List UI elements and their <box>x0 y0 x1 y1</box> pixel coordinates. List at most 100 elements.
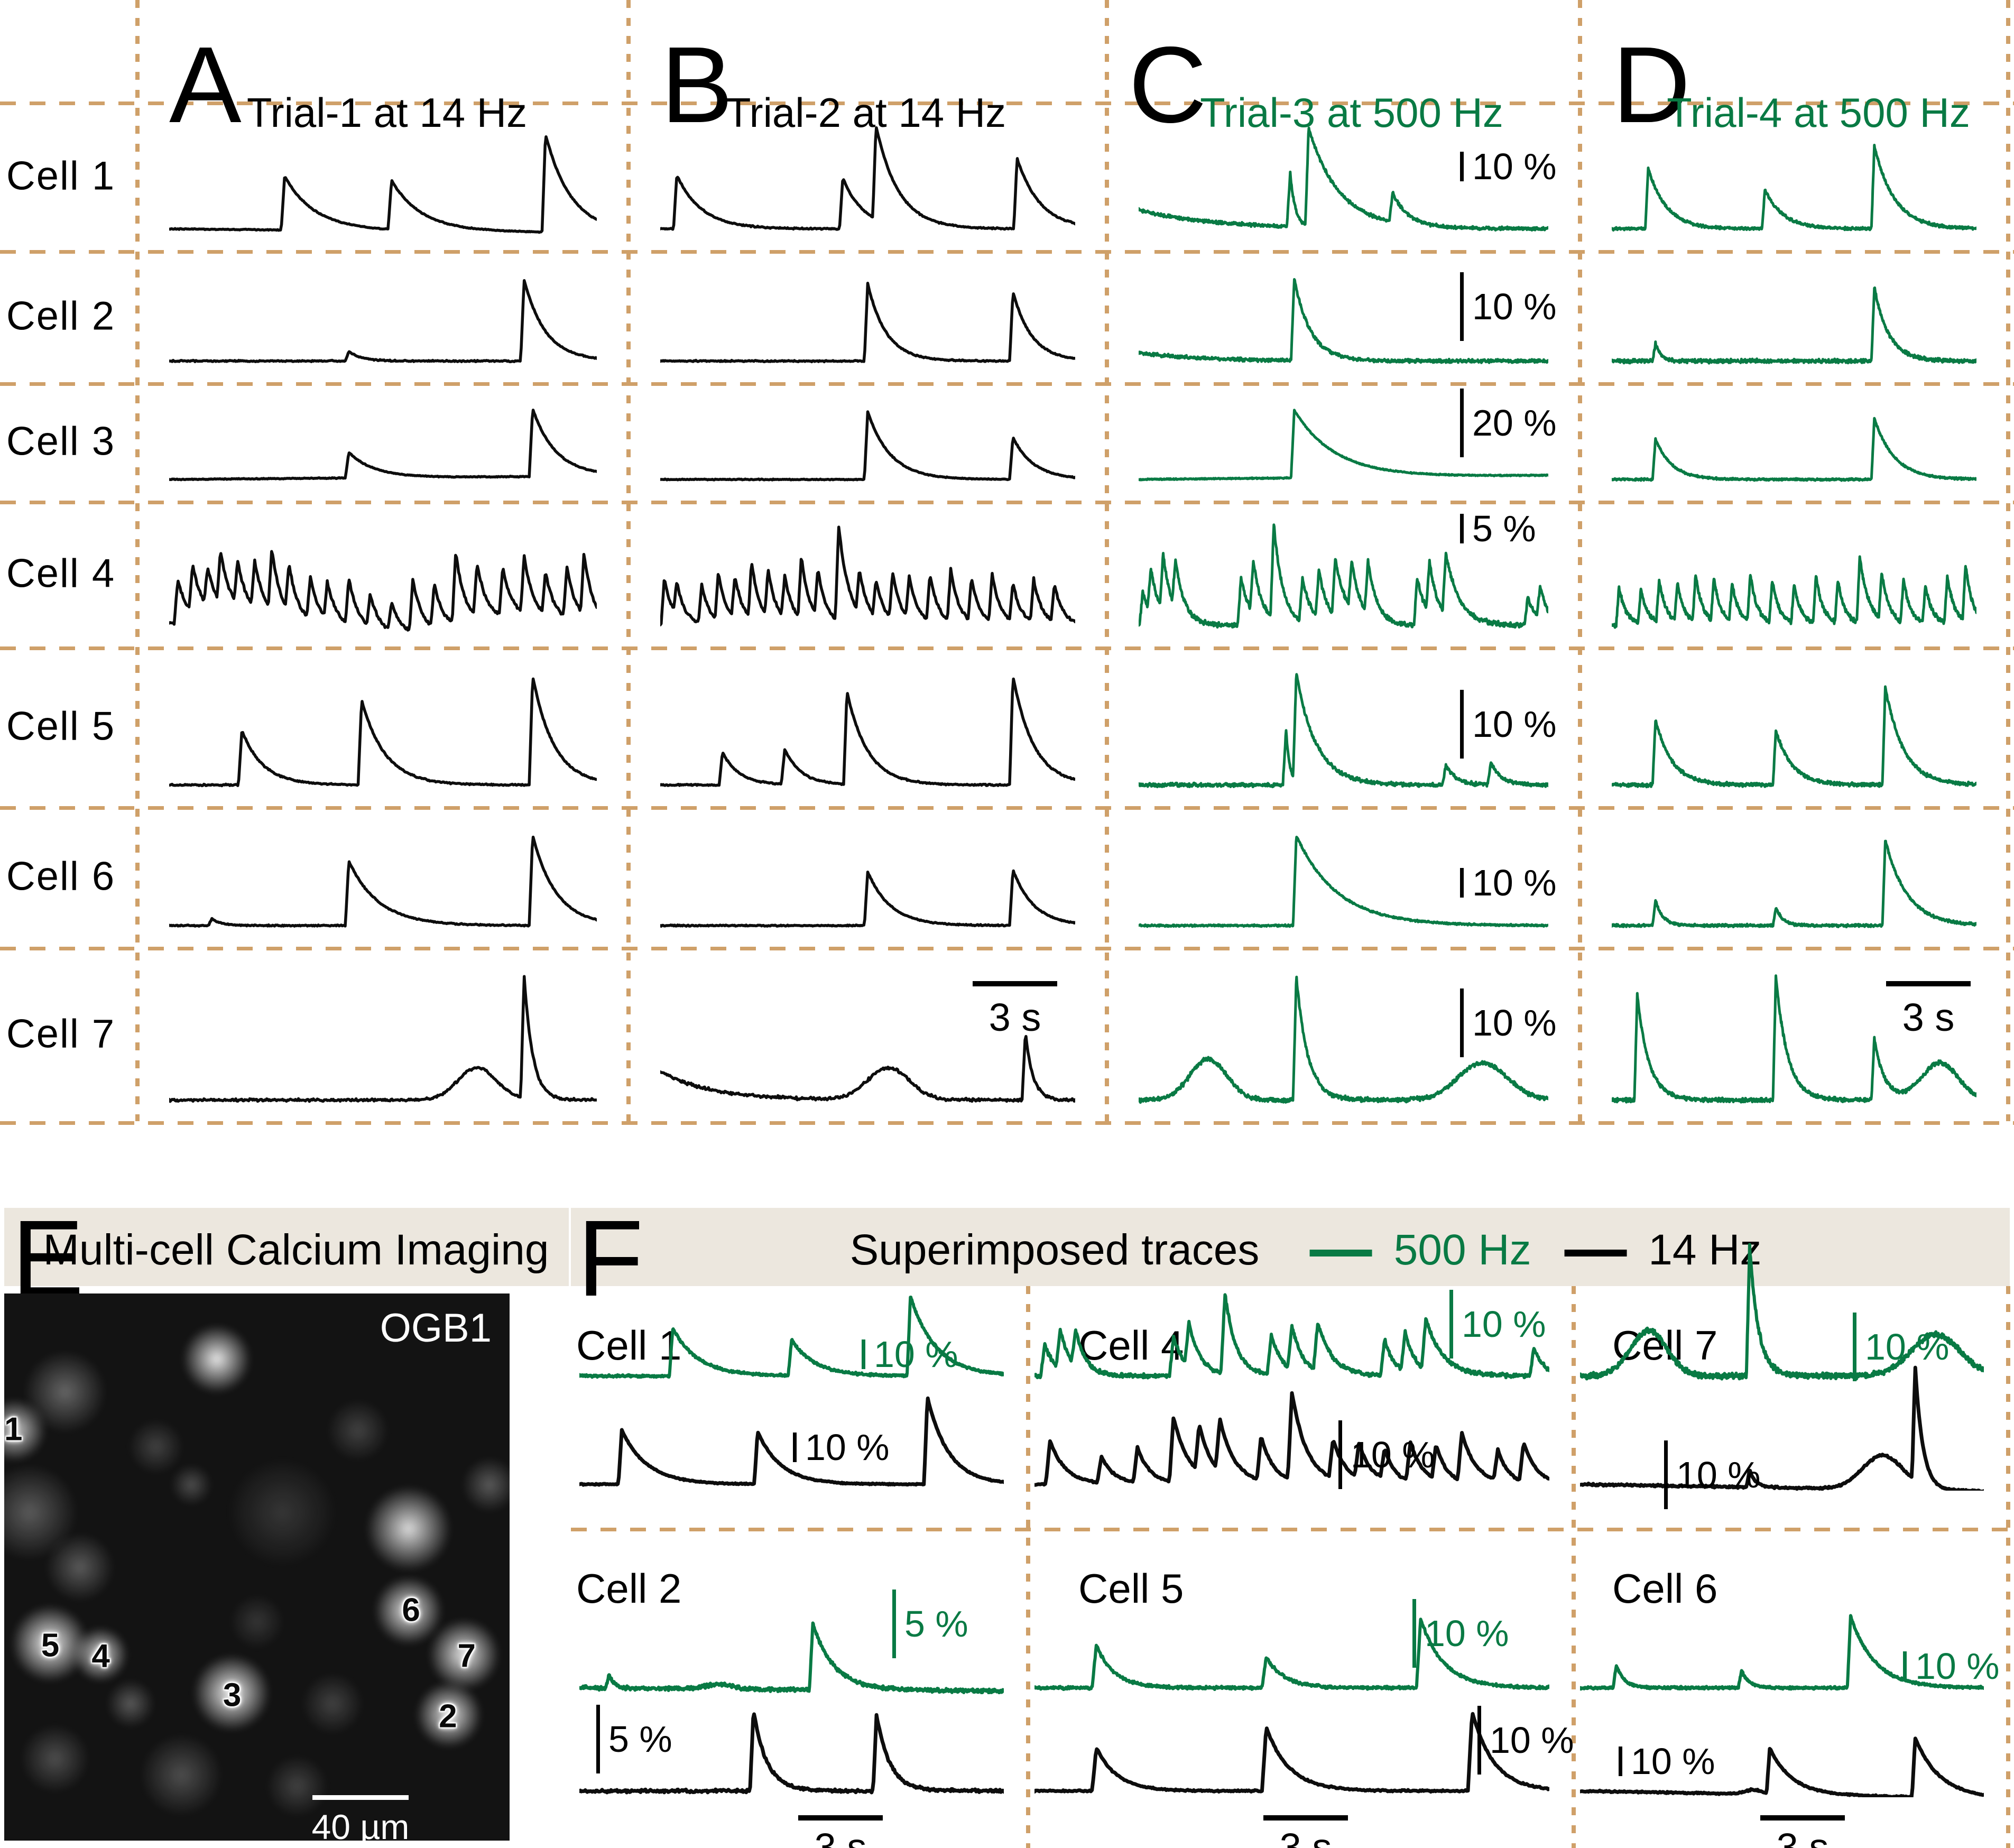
grid-vline-2 <box>626 0 631 1121</box>
f-cell-2-green-scale: 5 % <box>892 1590 968 1658</box>
trace-a-cell-5 <box>169 677 597 788</box>
trace-a-cell-3 <box>169 409 597 482</box>
f-cell-1-green-trace <box>579 1296 1004 1379</box>
legend-500hz-label: 500 Hz <box>1393 1226 1531 1274</box>
f-cell-1-black-scale: 10 % <box>793 1426 890 1468</box>
scale-c-cell-6: 10 % <box>1460 862 1557 904</box>
f-cell-7-black-trace <box>1580 1365 1984 1491</box>
f-cell-5-timescale-label: 3 s <box>1279 1825 1332 1848</box>
f-cell-5-black-scale: 10 % <box>1477 1706 1574 1775</box>
f-cell-1-black-scale-tick <box>793 1433 797 1462</box>
scale-c-cell-2-text: 10 % <box>1472 286 1557 327</box>
trace-d-cell-6 <box>1612 839 1976 929</box>
scale-c-cell-5-tick <box>1460 690 1464 759</box>
trace-b-cell-7 <box>660 1034 1075 1103</box>
fluorescent-cell-blob <box>193 1654 270 1732</box>
panel-e-header-bar <box>4 1208 569 1286</box>
f-cell-2-black-scale-tick <box>596 1705 600 1773</box>
grid-hline-4 <box>0 646 2014 650</box>
f-cell-2-label: Cell 2 <box>576 1565 682 1612</box>
trace-b-cell-2 <box>660 282 1075 364</box>
fluorescent-cell-blob <box>45 1532 115 1602</box>
f-cell-7-black-scale-tick <box>1664 1440 1668 1509</box>
fluorescent-cell-blob <box>415 1681 482 1748</box>
grid-vline-1 <box>135 0 140 1121</box>
panel-e-title: Multi-cell Calcium Imaging <box>43 1226 549 1274</box>
fluorescent-cell-blob <box>128 1419 183 1474</box>
f-cell-6-timescale-label: 3 s <box>1776 1825 1829 1848</box>
fluorescent-cell-blob <box>366 1486 451 1572</box>
grid-hline-0 <box>0 101 2014 105</box>
f-cell-7-green-scale: 10 % <box>1853 1313 1950 1381</box>
trace-b-cell-1 <box>660 126 1075 231</box>
timescale-top-d-label: 3 s <box>1902 995 1955 1039</box>
f-cell-5-green-scale-text: 10 % <box>1425 1613 1509 1654</box>
cell-marker-7: 7 <box>457 1638 476 1675</box>
f-vline-2 <box>1572 1286 1576 1848</box>
panel-f-letter: F <box>577 1198 644 1319</box>
cell-marker-1: 1 <box>4 1411 23 1448</box>
fluorescent-cell-blob <box>301 1673 364 1735</box>
grid-hline-3 <box>0 501 2014 504</box>
trace-b-cell-6 <box>660 869 1075 928</box>
row-label-cell-1: Cell 1 <box>6 153 116 198</box>
trace-b-cell-5 <box>660 677 1075 787</box>
scale-c-cell-4: 5 % <box>1460 507 1536 550</box>
fluorescent-cell-blob <box>229 1594 284 1649</box>
scale-c-cell-7-text: 10 % <box>1472 1002 1557 1043</box>
f-cell-7-green-trace <box>1580 1243 1984 1381</box>
row-label-cell-3: Cell 3 <box>6 419 116 464</box>
grid-hline-6 <box>0 947 2014 950</box>
scale-c-cell-6-text: 10 % <box>1472 862 1557 903</box>
trace-d-cell-3 <box>1612 417 1976 482</box>
f-cell-2-black-scale-text: 5 % <box>608 1718 672 1760</box>
scale-c-cell-2-tick <box>1460 272 1464 341</box>
grid-hline-1 <box>0 250 2014 254</box>
scale-c-cell-1-tick <box>1460 152 1464 181</box>
f-cell-4-green-trace <box>1034 1293 1549 1380</box>
fluorescent-cell-blob <box>23 1351 106 1434</box>
timescale-top-d-bar <box>1886 981 1971 986</box>
grid-hline-5 <box>0 806 2014 810</box>
cell-marker-4: 4 <box>91 1638 110 1675</box>
f-cell-6-label: Cell 6 <box>1612 1565 1718 1612</box>
f-cell-7-black-scale-text: 10 % <box>1676 1454 1761 1495</box>
f-cell-6-black-scale-text: 10 % <box>1631 1741 1715 1782</box>
trace-b-cell-4 <box>660 525 1075 627</box>
panel-f-title: Superimposed traces <box>849 1226 1260 1274</box>
grid-vline-4 <box>1578 0 1582 1121</box>
f-cell-2-green-scale-tick <box>892 1590 896 1658</box>
f-cell-6-black-scale-tick <box>1619 1747 1622 1776</box>
grid-vline-5 <box>2006 0 2010 1121</box>
fluorescent-cell-blob <box>106 1679 155 1728</box>
panel-a-title: Trial-1 at 14 Hz <box>246 89 528 136</box>
grid-hline-7 <box>0 1121 2014 1125</box>
f-cell-4-black-scale-tick <box>1338 1420 1342 1489</box>
scale-c-cell-3-tick <box>1460 389 1464 457</box>
f-cell-2-timescale-bar <box>798 1815 883 1821</box>
panel-c-letter: C <box>1129 24 1207 145</box>
f-cell-5-green-trace <box>1034 1618 1549 1691</box>
f-cell-2-green-trace <box>579 1621 1004 1694</box>
cell-marker-2: 2 <box>439 1698 457 1735</box>
grid-hline-2 <box>0 382 2014 386</box>
f-vline-right <box>2006 1286 2010 1848</box>
cell-marker-5: 5 <box>41 1627 60 1664</box>
timescale-top-b-bar <box>973 981 1057 986</box>
panel-b-letter: B <box>661 24 733 145</box>
f-cell-5-green-scale-tick <box>1412 1599 1416 1668</box>
f-cell-1-label: Cell 1 <box>576 1322 682 1369</box>
row-label-cell-5: Cell 5 <box>6 704 116 749</box>
fluorescent-cell-blob <box>72 1627 128 1683</box>
scale-c-cell-4-text: 5 % <box>1472 508 1536 549</box>
fluorescent-cell-blob <box>327 1399 389 1462</box>
panel-f-header-bar <box>571 1208 2010 1286</box>
f-cell-6-timescale-bar <box>1760 1815 1845 1821</box>
cell-marker-3: 3 <box>223 1677 242 1714</box>
f-cell-2-green-scale-text: 5 % <box>904 1603 968 1644</box>
f-cell-4-label: Cell 4 <box>1078 1322 1184 1369</box>
fluorescent-cell-blob <box>461 1457 510 1513</box>
f-cell-6-black-trace <box>1580 1736 1984 1797</box>
scale-c-cell-4-tick <box>1460 514 1464 543</box>
